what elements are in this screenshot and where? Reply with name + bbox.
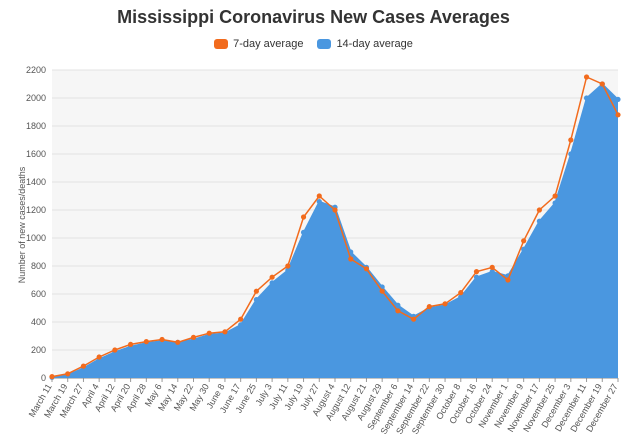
data-point[interactable] <box>442 301 448 307</box>
data-point[interactable] <box>615 112 621 118</box>
y-tick-label: 1400 <box>26 177 46 187</box>
data-point[interactable] <box>222 329 228 335</box>
legend-swatch-7day <box>214 39 229 49</box>
data-point[interactable] <box>285 267 291 273</box>
data-point[interactable] <box>316 199 322 205</box>
data-point[interactable] <box>568 137 574 143</box>
data-point[interactable] <box>536 207 542 213</box>
data-point[interactable] <box>143 339 149 345</box>
data-point[interactable] <box>49 374 55 380</box>
data-point[interactable] <box>300 229 307 235</box>
data-point[interactable] <box>568 151 574 157</box>
y-tick-label: 1000 <box>26 233 46 243</box>
legend-item-14day[interactable]: 14-day average <box>317 38 413 50</box>
data-point[interactable] <box>521 238 527 244</box>
series-area <box>52 84 618 378</box>
legend: 7-day average 14-day average <box>0 38 627 50</box>
data-point[interactable] <box>269 274 275 280</box>
y-tick-label: 2000 <box>26 93 46 103</box>
legend-label-7day: 7-day average <box>233 38 304 50</box>
data-point[interactable] <box>65 371 71 377</box>
data-point[interactable] <box>285 263 291 269</box>
y-tick-label: 2200 <box>26 65 46 75</box>
data-point[interactable] <box>458 294 464 300</box>
data-point[interactable] <box>112 347 118 353</box>
data-point[interactable] <box>521 246 527 252</box>
data-point[interactable] <box>238 316 244 322</box>
data-point[interactable] <box>363 266 370 272</box>
data-point[interactable] <box>206 330 212 336</box>
data-point[interactable] <box>269 280 275 286</box>
data-point[interactable] <box>238 322 244 328</box>
data-point[interactable] <box>159 336 165 343</box>
data-point[interactable] <box>253 297 259 303</box>
data-point[interactable] <box>473 274 480 280</box>
y-tick-label: 600 <box>31 289 46 299</box>
y-tick-label: 200 <box>31 345 46 355</box>
y-tick-label: 800 <box>31 261 46 271</box>
data-point[interactable] <box>332 207 338 213</box>
data-point[interactable] <box>348 256 354 262</box>
data-point[interactable] <box>615 96 621 102</box>
legend-swatch-14day <box>317 39 332 49</box>
data-point[interactable] <box>96 354 102 360</box>
data-point[interactable] <box>426 304 432 310</box>
data-point[interactable] <box>489 269 495 275</box>
data-point[interactable] <box>411 316 417 322</box>
data-point[interactable] <box>253 288 259 294</box>
data-point[interactable] <box>489 264 495 270</box>
data-point[interactable] <box>458 290 464 296</box>
y-tick-label: 400 <box>31 317 46 327</box>
y-axis-ticks: 0 200 400 600 800 1000 1200 1400 1600 1800 2000 220… <box>26 65 46 383</box>
y-tick-label: 1800 <box>26 121 46 131</box>
data-point[interactable] <box>473 269 480 275</box>
data-point[interactable] <box>505 277 511 283</box>
data-point[interactable] <box>395 302 401 308</box>
legend-item-7day[interactable]: 7-day average <box>214 38 303 50</box>
data-point[interactable] <box>300 214 307 220</box>
y-axis-label: Number of new cases/deaths <box>17 166 27 283</box>
data-point[interactable] <box>599 81 605 87</box>
data-point[interactable] <box>583 95 590 101</box>
y-tick-label: 0 <box>41 373 46 383</box>
data-point[interactable] <box>128 341 134 347</box>
data-point[interactable] <box>395 308 401 314</box>
chart-title: Mississippi Coronavirus New Cases Averag… <box>117 7 510 27</box>
data-point[interactable] <box>379 288 385 294</box>
data-point[interactable] <box>190 334 197 340</box>
data-point[interactable] <box>536 218 542 224</box>
data-point[interactable] <box>583 74 590 80</box>
y-tick-label: 1200 <box>26 205 46 215</box>
data-point[interactable] <box>80 363 87 369</box>
data-point[interactable] <box>316 193 322 199</box>
legend-label-14day: 14-day average <box>336 38 413 50</box>
y-tick-label: 1600 <box>26 149 46 159</box>
data-point[interactable] <box>175 339 181 345</box>
data-point[interactable] <box>552 200 558 206</box>
series-7-day-average <box>49 74 621 380</box>
data-point[interactable] <box>552 193 558 199</box>
